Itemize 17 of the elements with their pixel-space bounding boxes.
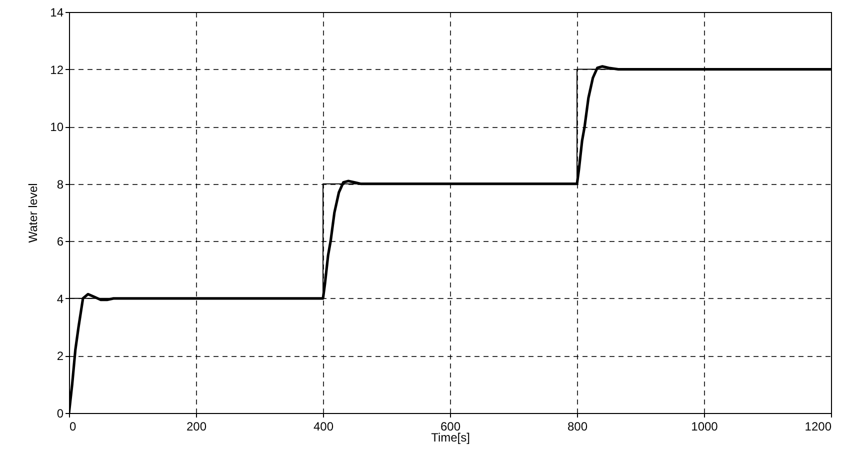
y-tick-label: 14 [50, 6, 64, 20]
x-tick-label: 200 [186, 420, 207, 434]
y-tick-label: 2 [56, 349, 64, 364]
x-tick-label: 1000 [691, 420, 718, 434]
x-tick-label: 800 [567, 420, 588, 434]
y-tick-label: 12 [50, 62, 64, 77]
y-tick-label: 6 [56, 234, 64, 249]
x-tick-label: 600 [440, 420, 461, 434]
y-tick-label: 10 [50, 120, 64, 134]
x-tick-label: 1200 [804, 420, 832, 434]
y-tick-label: 0 [56, 406, 64, 420]
y-axis-title: Water level [26, 183, 40, 243]
x-tick-label: 400 [313, 420, 334, 434]
x-tick-label: 0 [70, 420, 76, 434]
x-axis-title: Time[s] [431, 430, 470, 444]
y-tick-label: 4 [56, 292, 64, 306]
y-tick-label: 8 [56, 177, 64, 192]
